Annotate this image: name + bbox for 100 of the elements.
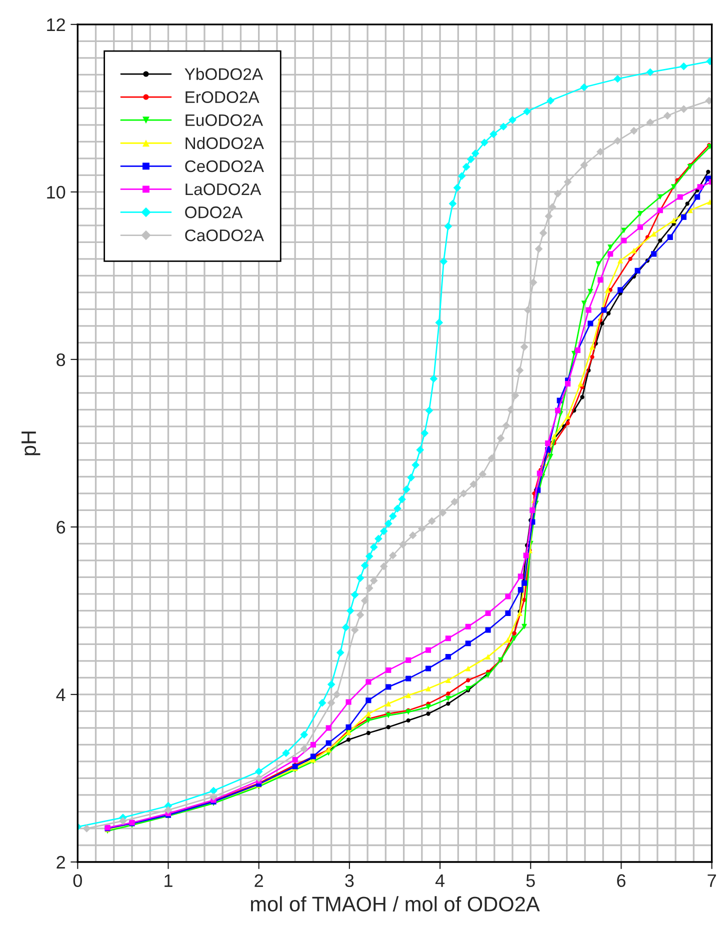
- point: [408, 531, 417, 540]
- point: [618, 258, 624, 264]
- point: [621, 238, 627, 244]
- legend-label: ErODO2A: [186, 91, 260, 104]
- point: [614, 74, 622, 83]
- point: [488, 454, 496, 462]
- point: [445, 677, 451, 684]
- x-tick-label: 2: [254, 874, 263, 887]
- point: [608, 251, 614, 257]
- point: [523, 108, 531, 116]
- point: [471, 149, 480, 158]
- point: [402, 485, 410, 494]
- point: [596, 148, 604, 156]
- point: [523, 552, 529, 558]
- point: [438, 508, 447, 517]
- point: [667, 234, 673, 240]
- point: [578, 380, 584, 387]
- x-axis-title: mol of TMAOH / mol of ODO2A: [251, 896, 540, 912]
- point: [502, 422, 510, 430]
- point: [366, 698, 372, 704]
- point: [386, 684, 392, 690]
- point: [657, 194, 663, 200]
- point: [365, 584, 374, 592]
- x-tick-label: 4: [435, 874, 445, 887]
- point: [445, 654, 451, 660]
- point: [386, 700, 392, 706]
- point: [254, 774, 263, 782]
- point: [164, 806, 172, 814]
- y-tick-label: 10: [47, 186, 66, 199]
- point: [512, 636, 518, 642]
- x-tick-label: 7: [708, 874, 716, 887]
- point: [435, 318, 444, 327]
- point: [366, 718, 372, 724]
- point: [465, 666, 471, 672]
- point: [706, 170, 710, 174]
- point: [506, 406, 515, 414]
- point: [580, 161, 588, 170]
- point: [508, 116, 516, 124]
- y-tick-label: 6: [56, 520, 66, 534]
- point: [350, 590, 359, 599]
- point: [310, 754, 316, 760]
- point: [651, 231, 657, 237]
- legend-label: YbODO2A: [184, 68, 264, 80]
- point: [380, 562, 388, 570]
- point: [428, 517, 436, 526]
- point: [453, 184, 462, 192]
- point: [386, 725, 390, 730]
- point: [380, 527, 388, 536]
- point: [446, 692, 450, 696]
- point: [566, 421, 570, 426]
- point: [534, 244, 543, 253]
- point: [406, 657, 412, 663]
- point: [522, 580, 528, 586]
- point: [545, 440, 551, 446]
- point: [685, 202, 690, 206]
- point: [680, 214, 687, 220]
- point: [555, 408, 561, 414]
- point: [505, 594, 511, 600]
- point: [445, 696, 451, 702]
- y-tick-label: 12: [47, 18, 65, 31]
- point: [326, 740, 332, 746]
- point: [336, 648, 344, 657]
- point: [466, 155, 475, 164]
- point: [480, 138, 488, 146]
- point: [465, 624, 471, 630]
- point: [425, 406, 434, 414]
- point: [581, 300, 587, 306]
- point: [318, 698, 326, 707]
- point: [374, 534, 382, 543]
- point: [621, 228, 627, 234]
- point: [628, 256, 632, 262]
- point: [596, 261, 602, 267]
- point: [360, 596, 369, 605]
- point: [564, 414, 571, 420]
- point: [460, 490, 468, 498]
- x-tick-label: 3: [345, 874, 354, 888]
- point: [601, 307, 607, 313]
- point: [346, 699, 352, 705]
- point: [425, 666, 432, 672]
- point: [310, 742, 316, 748]
- point: [551, 434, 557, 440]
- point: [342, 624, 350, 632]
- point: [458, 172, 466, 180]
- point: [346, 724, 352, 730]
- point: [466, 678, 470, 682]
- point: [586, 307, 592, 313]
- point: [119, 817, 127, 825]
- point: [446, 702, 450, 706]
- point: [360, 562, 369, 570]
- point: [505, 637, 511, 643]
- point: [670, 184, 677, 190]
- point: [366, 679, 372, 685]
- point: [398, 540, 407, 548]
- point: [630, 126, 638, 135]
- point: [588, 320, 594, 326]
- point: [518, 574, 524, 580]
- point: [646, 118, 654, 126]
- point: [658, 238, 662, 243]
- point: [350, 626, 359, 634]
- point: [705, 96, 712, 105]
